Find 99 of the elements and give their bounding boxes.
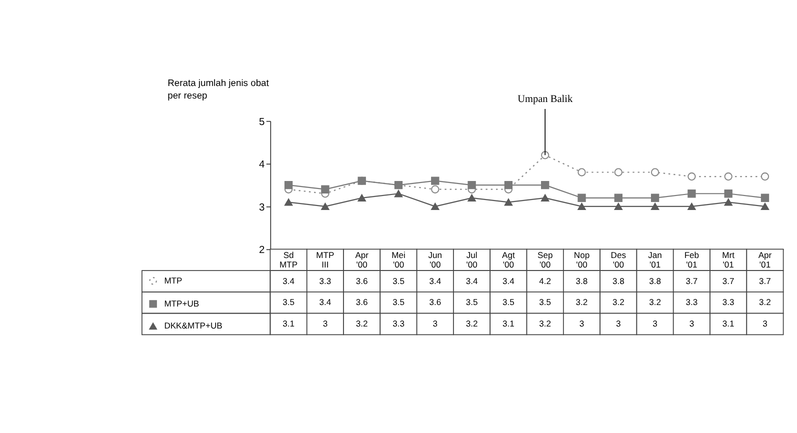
data-label: 3.2	[539, 318, 552, 329]
point	[650, 194, 660, 202]
data-label: 3.5	[282, 297, 295, 308]
x-tick-label: Apr '00	[355, 250, 369, 270]
data-label: 3.2	[612, 297, 625, 308]
data-label: 3	[689, 318, 694, 329]
data-label: 3.4	[502, 276, 515, 286]
data-label: 3.7	[722, 276, 735, 286]
x-tick-label: Jan '01	[648, 250, 662, 270]
data-label: 3	[652, 318, 658, 329]
x-tick-label: Mei '00	[392, 250, 406, 270]
data-label: 3.2	[649, 297, 662, 308]
point	[760, 202, 770, 210]
data-label: 3.1	[282, 318, 295, 329]
point	[760, 194, 770, 202]
data-label: 3.8	[576, 276, 588, 286]
x-tick-label: MTP III	[316, 250, 335, 270]
point	[431, 202, 440, 210]
point	[578, 194, 586, 202]
data-label: 3.3	[319, 276, 332, 286]
data-label: 3.6	[356, 276, 368, 286]
point	[760, 172, 770, 181]
data-label: 3	[322, 318, 328, 329]
point	[688, 172, 696, 181]
x-tick-label: Agt '00	[502, 250, 516, 270]
data-label: 4.2	[539, 276, 552, 286]
point	[431, 176, 440, 185]
annotation: Umpan Balik	[518, 94, 574, 106]
x-tick-label: Mrt '01	[722, 250, 736, 270]
point	[614, 202, 622, 210]
data-label: 3.5	[392, 276, 405, 286]
legend-label: MTP	[164, 275, 183, 286]
data-label: 3	[579, 318, 584, 329]
data-label: 3.8	[612, 276, 625, 286]
y-axis-title: Rerata jumlah jenis obat per resep	[168, 76, 270, 101]
y-tick-label: 2	[258, 245, 265, 256]
x-tick-label: Jun '00	[428, 250, 442, 270]
data-label: 3.1	[502, 318, 515, 329]
data-label: 3.6	[429, 297, 442, 308]
point	[688, 202, 696, 210]
point	[394, 190, 403, 198]
point	[541, 151, 550, 160]
point	[578, 168, 586, 176]
legend-label: DKK&MTP+UB	[164, 320, 223, 331]
y-tick-label: 3	[258, 202, 265, 214]
point	[504, 180, 513, 190]
point	[541, 180, 550, 190]
data-label: 3.6	[356, 297, 368, 308]
data-label: 3.7	[686, 276, 698, 286]
point	[541, 194, 550, 202]
point	[688, 190, 696, 198]
x-tick-label: Jul '00	[466, 250, 478, 270]
data-label: 3.4	[429, 276, 442, 286]
point	[431, 185, 440, 194]
data-label: 3.7	[759, 276, 772, 286]
point	[358, 194, 366, 202]
point	[724, 198, 732, 206]
data-label: 3.5	[466, 297, 478, 308]
point	[321, 185, 330, 194]
data-label: 3.5	[392, 297, 405, 308]
data-label: 3	[616, 318, 622, 329]
x-tick-label: Sd MTP	[280, 250, 298, 270]
point	[724, 190, 732, 198]
x-tick-label: Des '00	[610, 250, 626, 270]
point	[284, 180, 293, 190]
data-label: 3.3	[392, 318, 405, 329]
point	[504, 198, 513, 206]
point	[650, 168, 660, 176]
data-label: 3.8	[649, 276, 662, 286]
point	[284, 198, 293, 206]
x-tick-label: Apr '01	[758, 250, 772, 270]
data-label: 3	[432, 318, 438, 329]
data-label: 3	[762, 318, 768, 329]
point	[468, 194, 476, 202]
x-tick-label: Feb '01	[684, 250, 700, 270]
data-label: 3.3	[686, 297, 698, 308]
data-label: 3.5	[502, 297, 515, 308]
point	[614, 168, 622, 176]
y-tick-label: 5	[258, 116, 265, 128]
x-tick-label: Nop '00	[574, 250, 590, 270]
point	[724, 172, 732, 181]
legend-label: MTP+UB	[164, 298, 200, 309]
data-label: 3.2	[356, 318, 368, 329]
point	[578, 202, 586, 210]
data-label: 3.5	[539, 297, 552, 308]
data-label: 3.2	[466, 318, 478, 329]
data-label: 3.3	[722, 297, 735, 308]
data-label: 3.4	[282, 276, 295, 286]
point	[468, 180, 476, 190]
data-label: 3.2	[759, 297, 772, 308]
point	[650, 202, 660, 210]
x-tick-label: Sep '00	[537, 250, 553, 270]
point	[614, 194, 622, 202]
data-label: 3.4	[319, 297, 332, 308]
data-label: 3.4	[466, 276, 478, 286]
point	[321, 202, 330, 210]
data-label: 3.1	[722, 318, 735, 329]
data-label: 3.2	[576, 297, 588, 308]
y-tick-label: 4	[258, 160, 265, 171]
